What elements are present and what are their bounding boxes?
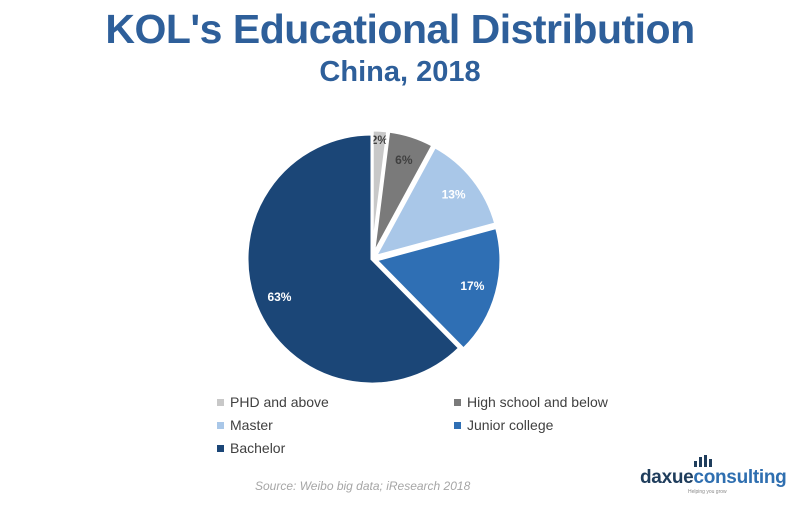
legend-label: Bachelor (230, 440, 286, 456)
legend-item-phd: PHD and above (217, 394, 329, 410)
pie-slice-junior-college (372, 225, 503, 352)
legend-item-high-school: High school and below (454, 394, 608, 410)
source-note: Source: Weibo big data; iResearch 2018 (255, 479, 471, 493)
legend-label: Junior college (467, 417, 554, 433)
logo-text-accent: consulting (693, 467, 787, 488)
legend-label: High school and below (467, 394, 608, 410)
pie-slice-bachelor (245, 132, 462, 386)
logo-bars-icon (694, 455, 712, 467)
daxue-consulting-logo: daxueconsulting Helping you grow (640, 455, 790, 495)
logo-tagline: Helping you grow (688, 489, 727, 495)
data-label-phd: 2% (371, 133, 389, 147)
data-label-bachelor: 63% (267, 290, 291, 304)
legend-item-bachelor: Bachelor (217, 440, 285, 456)
legend-item-master: Master (217, 417, 273, 433)
data-label-master: 13% (442, 188, 466, 202)
pie-slice-high-school (371, 129, 435, 256)
page-title: KOL's Educational Distribution (105, 6, 695, 52)
page-subtitle: China, 2018 (319, 56, 481, 88)
data-label-high-school: 6% (395, 153, 413, 167)
legend-label: PHD and above (230, 394, 329, 410)
legend-swatch (454, 398, 461, 406)
pie-slice-master (372, 144, 498, 259)
logo-text-dark: daxue (640, 467, 694, 488)
legend-label: Master (230, 417, 273, 433)
legend-item-junior-college: Junior college (454, 417, 553, 433)
legend-swatch (454, 421, 461, 429)
legend-swatch (217, 398, 224, 406)
data-label-junior-college: 17% (460, 279, 484, 293)
legend-swatch (217, 444, 224, 452)
logo-text: daxueconsulting (640, 467, 787, 489)
legend-swatch (217, 421, 224, 429)
